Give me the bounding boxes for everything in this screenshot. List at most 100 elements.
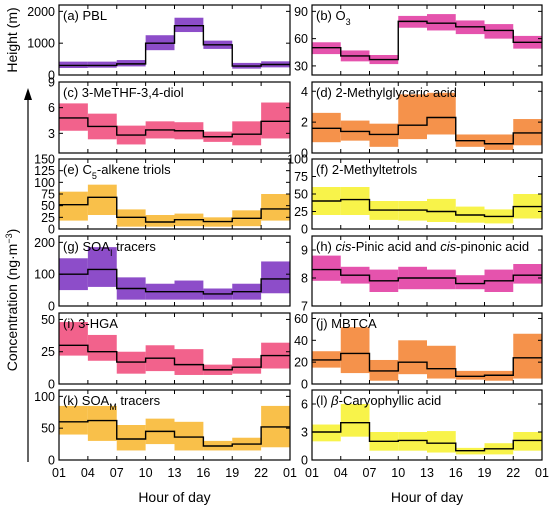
range-band-i-6 [232, 358, 262, 374]
x-tick-label: 01 [305, 466, 319, 480]
y-tick-label-i: 50 [41, 313, 55, 327]
range-band-j-3 [398, 340, 427, 375]
panel-c: 3 6 9 (c) 3-MeTHF-3,4-diol [48, 76, 291, 154]
panel-label-l: (l) β-Caryophyllic acid [316, 393, 441, 408]
range-band-g-7 [261, 261, 290, 294]
mean-line-c [59, 117, 290, 138]
range-band-i-1 [87, 334, 117, 361]
y-tick-label-c: 9 [48, 76, 55, 90]
y-tick-label-g: 100 [34, 268, 55, 282]
range-band-k-2 [116, 425, 146, 451]
range-band-g-4 [174, 280, 204, 300]
y-tick-label-e: 150 [34, 153, 55, 167]
y-tick-label-c: 3 [48, 127, 55, 141]
range-band-j-7 [513, 333, 542, 379]
y-tick-label-e: 0 [48, 223, 55, 237]
panel-a: 0 1000 2000 (a) PBL [27, 4, 291, 83]
x-tick-label: 22 [506, 466, 520, 480]
panel-label-i: (i) 3-HGA [63, 316, 118, 331]
x-tick-label: 01 [535, 466, 549, 480]
range-band-l-4 [427, 431, 456, 453]
range-band-d-1 [340, 120, 370, 141]
y-tick-label-k: 0 [48, 454, 55, 468]
x-axis-label: Hour of day [138, 489, 210, 505]
range-band-a-1 [87, 61, 117, 68]
x-tick-label: 16 [196, 466, 210, 480]
panel-label-g: (g) SOAI tracers [63, 239, 156, 258]
mean-line-a [59, 24, 290, 67]
range-band-j-1 [340, 327, 370, 374]
y-tick-label-b: 30 [294, 59, 308, 73]
range-band-h-0 [312, 255, 341, 281]
mean-line-h [312, 268, 542, 285]
range-band-g-1 [87, 247, 117, 287]
x-tick-label: 19 [478, 466, 492, 480]
panel-label-a: (a) PBL [63, 8, 107, 23]
y-tick-label-b: 60 [294, 32, 308, 46]
y-tick-label-f: 75 [294, 170, 308, 184]
y-tick-label-i: 0 [48, 378, 55, 392]
panel-g: 0 100 200 (g) SOAI tracers [34, 235, 291, 314]
range-band-c-6 [232, 121, 262, 146]
range-band-d-7 [513, 119, 542, 146]
range-band-i-4 [174, 349, 204, 375]
y-tick-label-f: 0 [301, 223, 308, 237]
x-tick-label: 16 [449, 466, 463, 480]
range-band-d-4 [427, 92, 456, 135]
x-tick-label: 10 [139, 466, 153, 480]
mean-line-j [312, 352, 542, 378]
panel-i: 0 25 50 (i) 3-HGA [41, 312, 291, 392]
range-band-i-0 [59, 322, 88, 356]
range-band-c-0 [59, 103, 88, 131]
y-tick-label-f: 100 [287, 153, 308, 167]
y-tick-label-e: 25 [41, 211, 55, 225]
range-band-e-7 [261, 194, 290, 221]
panel-label-h: (h) cis-Pinic acid and cis-pinonic acid [316, 239, 529, 254]
range-band-l-0 [312, 424, 341, 442]
panel-label-k: (k) SOAM tracers [63, 393, 161, 412]
range-band-d-2 [369, 123, 399, 147]
range-band-a-4 [174, 17, 204, 33]
y-tick-label-l: 0 [301, 454, 308, 468]
y-tick-label-h: 8 [301, 272, 308, 286]
range-band-b-4 [427, 14, 456, 31]
y-tick-label-c: 6 [48, 101, 55, 115]
range-band-f-1 [340, 187, 370, 215]
range-band-c-7 [261, 102, 290, 139]
y-tick-label-i: 25 [41, 345, 55, 359]
panel-label-c: (c) 3-MeTHF-3,4-diol [63, 85, 184, 100]
y-tick-label-f: 25 [294, 205, 308, 219]
y-tick-label-e: 125 [34, 164, 55, 178]
range-band-e-0 [59, 191, 88, 221]
y-tick-label-l: 6 [301, 398, 308, 412]
x-tick-label: 01 [52, 466, 66, 480]
range-band-d-0 [312, 112, 341, 143]
mean-line-f [312, 198, 542, 218]
panel-label-j: (j) MBTCA [316, 316, 377, 331]
panel-j: 0 20 40 60 (j) MBTCA [294, 312, 543, 392]
range-band-k-0 [59, 405, 88, 435]
mean-line-l [312, 421, 542, 452]
x-tick-label: 04 [81, 466, 95, 480]
y-tick-label-e: 75 [41, 188, 55, 202]
range-band-h-7 [513, 264, 542, 284]
y-tick-label-k: 50 [41, 422, 55, 436]
mean-line-g [59, 268, 290, 295]
x-tick-label: 22 [254, 466, 268, 480]
range-band-j-5 [455, 370, 485, 380]
y-tick-label-f: 50 [294, 188, 308, 202]
range-band-e-3 [145, 215, 175, 227]
mean-line-e [59, 196, 290, 223]
y-tick-label-h: 9 [301, 244, 308, 258]
y-axis-label-height: Height (m) [4, 7, 20, 72]
y-tick-label-j: 20 [294, 356, 308, 370]
panel-f: 0 25 50 75 100 (f) 2-Methyltetrols [287, 153, 543, 237]
panel-label-d: (d) 2-Methylglyceric acid [316, 85, 457, 100]
y-tick-label-d: 0 [301, 147, 308, 161]
y-tick-label-a: 2000 [27, 5, 55, 19]
mean-line-d [312, 116, 542, 145]
y-tick-label-k: 100 [34, 390, 55, 404]
panel-d: 0 2 4 (d) 2-Methylglyceric acid [301, 81, 543, 161]
